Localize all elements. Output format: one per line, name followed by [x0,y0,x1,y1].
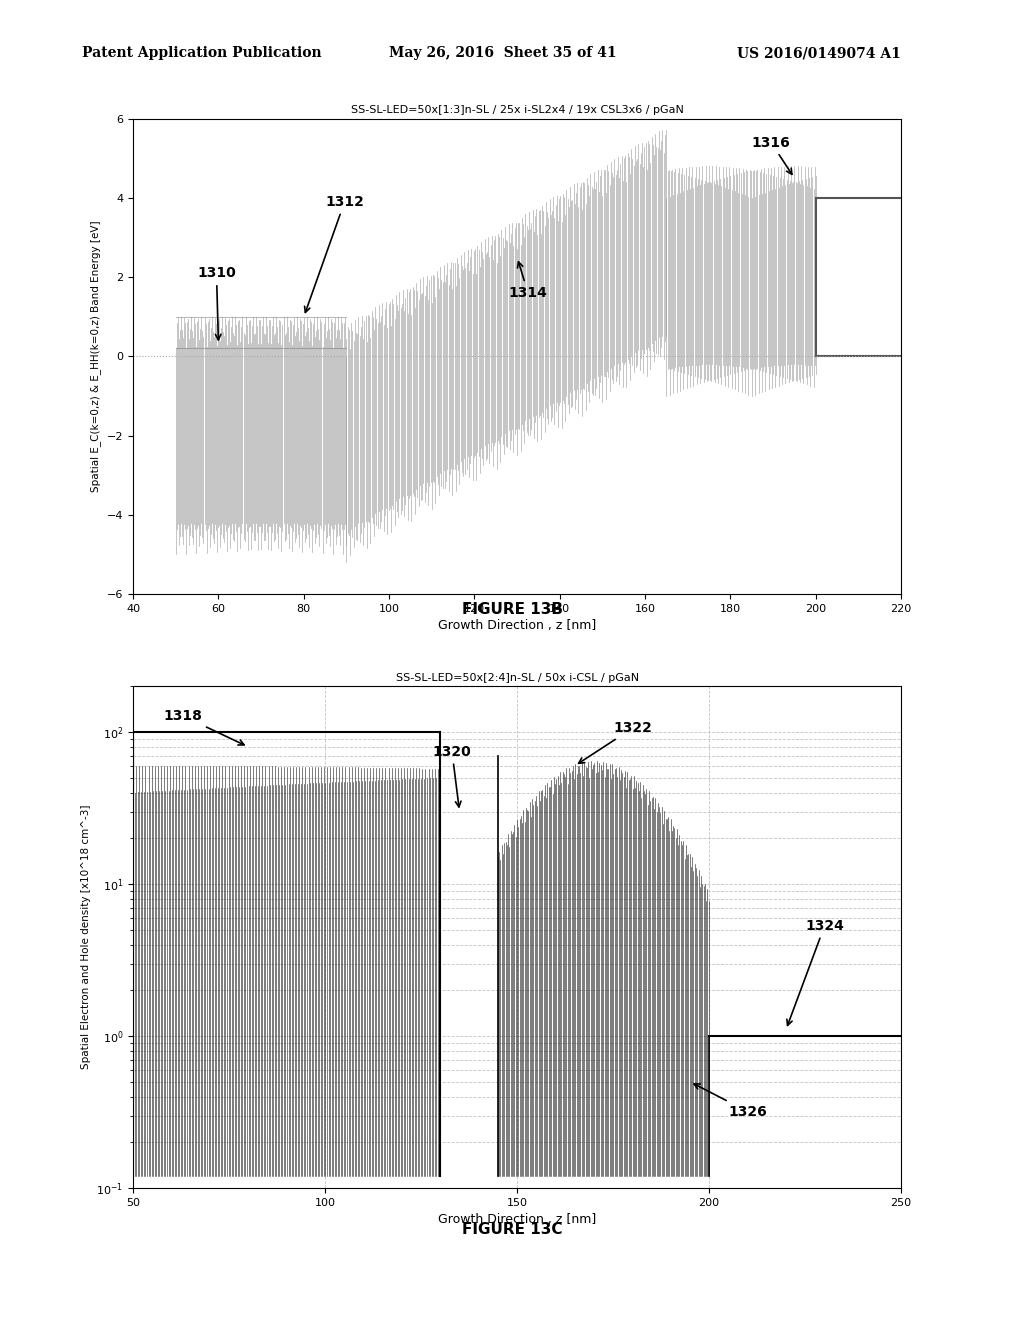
Title: SS-SL-LED=50x[1:3]n-SL / 25x i-SL2x4 / 19x CSL3x6 / pGaN: SS-SL-LED=50x[1:3]n-SL / 25x i-SL2x4 / 1… [350,106,684,115]
Text: FIGURE 13C: FIGURE 13C [462,1222,562,1237]
Text: US 2016/0149074 A1: US 2016/0149074 A1 [737,46,901,61]
Text: FIGURE 13B: FIGURE 13B [462,602,562,616]
Text: 1318: 1318 [164,709,244,744]
Text: 1312: 1312 [304,195,364,313]
Text: 1316: 1316 [752,136,792,174]
Text: May 26, 2016  Sheet 35 of 41: May 26, 2016 Sheet 35 of 41 [389,46,616,61]
Text: 1324: 1324 [786,919,844,1026]
Text: 1322: 1322 [579,721,652,763]
Y-axis label: Spatial E_C(k=0,z) & E_HH(k=0,z) Band Energy [eV]: Spatial E_C(k=0,z) & E_HH(k=0,z) Band En… [90,220,101,492]
Text: Patent Application Publication: Patent Application Publication [82,46,322,61]
Text: 1314: 1314 [509,261,548,300]
Text: 1310: 1310 [197,267,236,339]
Text: 1320: 1320 [432,744,471,807]
Text: 1326: 1326 [694,1084,767,1118]
Y-axis label: Spatial Electron and Hole density [x10^18 cm^-3]: Spatial Electron and Hole density [x10^1… [81,805,91,1069]
X-axis label: Growth Direction , z [nm]: Growth Direction , z [nm] [438,1213,596,1226]
Title: SS-SL-LED=50x[2:4]n-SL / 50x i-CSL / pGaN: SS-SL-LED=50x[2:4]n-SL / 50x i-CSL / pGa… [395,673,639,682]
X-axis label: Growth Direction , z [nm]: Growth Direction , z [nm] [438,619,596,632]
